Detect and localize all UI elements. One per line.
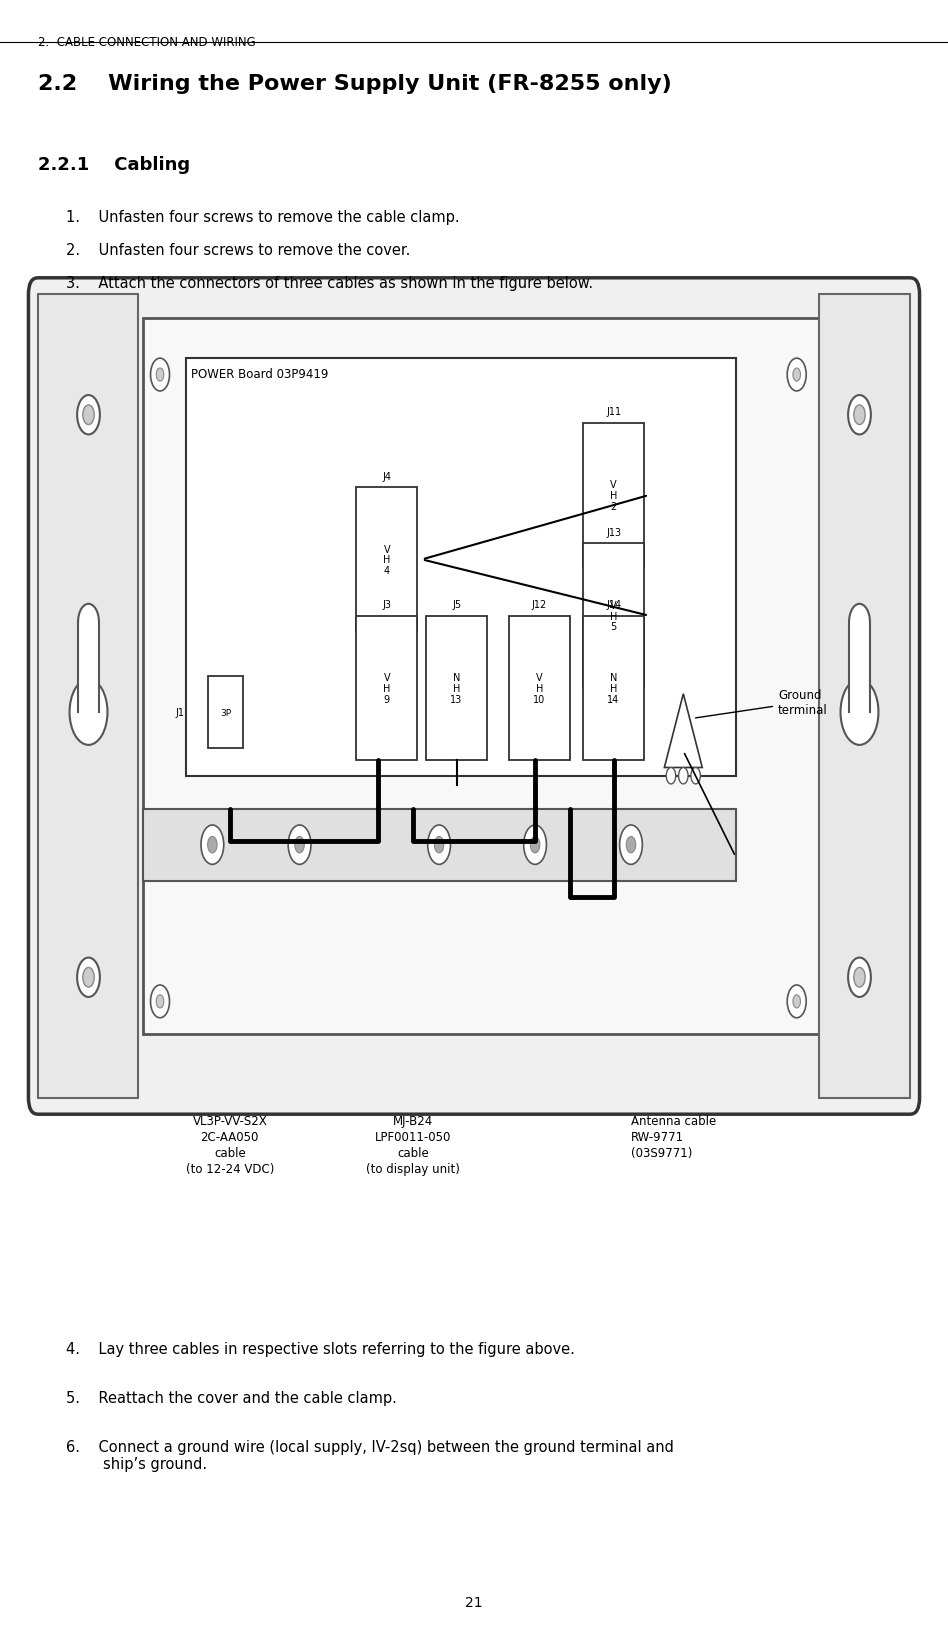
Text: 4.    Lay three cables in respective slots referring to the figure above.: 4. Lay three cables in respective slots …: [66, 1341, 575, 1355]
Circle shape: [156, 995, 164, 1008]
Bar: [583, 423, 644, 569]
Text: 2.    Unfasten four screws to remove the cover.: 2. Unfasten four screws to remove the co…: [66, 243, 410, 257]
Circle shape: [428, 826, 450, 865]
Circle shape: [78, 605, 99, 641]
Text: V
H
5: V H 5: [610, 600, 617, 633]
Text: J4: J4: [382, 472, 392, 482]
Circle shape: [787, 985, 806, 1018]
Circle shape: [854, 967, 866, 987]
Text: 3P: 3P: [220, 708, 231, 718]
Circle shape: [77, 395, 100, 436]
Text: N
H
13: N H 13: [450, 672, 463, 705]
Bar: [356, 488, 417, 633]
Bar: [583, 544, 644, 688]
Text: N
H
14: N H 14: [608, 672, 620, 705]
FancyBboxPatch shape: [28, 279, 920, 1115]
FancyBboxPatch shape: [38, 295, 138, 1098]
Circle shape: [666, 769, 676, 785]
Circle shape: [627, 838, 636, 854]
Circle shape: [691, 769, 701, 785]
Text: 6.    Connect a ground wire (local supply, IV-2sq) between the ground terminal a: 6. Connect a ground wire (local supply, …: [66, 1439, 674, 1472]
Text: V
H
9: V H 9: [383, 672, 391, 705]
Circle shape: [82, 967, 94, 987]
Circle shape: [793, 995, 800, 1008]
Text: J13: J13: [606, 528, 621, 538]
FancyBboxPatch shape: [142, 320, 823, 1034]
Circle shape: [151, 985, 170, 1018]
Bar: [356, 616, 417, 760]
Circle shape: [69, 680, 107, 746]
Circle shape: [77, 957, 100, 997]
Text: 5.    Reattach the cover and the cable clamp.: 5. Reattach the cover and the cable clam…: [66, 1390, 397, 1405]
Circle shape: [295, 838, 304, 854]
Bar: [208, 677, 243, 749]
Circle shape: [854, 406, 866, 425]
Text: V
H
2: V H 2: [610, 480, 617, 511]
Bar: [142, 810, 736, 882]
Bar: [78, 623, 99, 713]
FancyBboxPatch shape: [818, 295, 910, 1098]
Circle shape: [530, 838, 539, 854]
Text: J3: J3: [382, 600, 392, 610]
Circle shape: [201, 826, 224, 865]
Text: J12: J12: [532, 600, 547, 610]
Circle shape: [208, 838, 217, 854]
Bar: [426, 616, 487, 760]
Text: Ground
terminal: Ground terminal: [696, 688, 828, 718]
Circle shape: [679, 769, 688, 785]
Text: V
H
4: V H 4: [383, 544, 391, 575]
Text: Antenna cable
RW-9771
(03S9771): Antenna cable RW-9771 (03S9771): [631, 1115, 717, 1159]
Circle shape: [523, 826, 546, 865]
Text: 2.2    Wiring the Power Supply Unit (FR-8255 only): 2.2 Wiring the Power Supply Unit (FR-825…: [38, 74, 672, 93]
Circle shape: [82, 406, 94, 425]
Text: 3.    Attach the connectors of three cables as shown in the figure below.: 3. Attach the connectors of three cables…: [66, 275, 593, 290]
Polygon shape: [665, 695, 702, 769]
Text: 1.    Unfasten four screws to remove the cable clamp.: 1. Unfasten four screws to remove the ca…: [66, 210, 460, 225]
Circle shape: [841, 680, 879, 746]
Circle shape: [848, 395, 871, 436]
Bar: [849, 623, 870, 713]
Circle shape: [434, 838, 444, 854]
Circle shape: [151, 359, 170, 392]
Circle shape: [620, 826, 643, 865]
Text: V
H
10: V H 10: [534, 672, 545, 705]
Bar: [509, 616, 570, 760]
Circle shape: [848, 957, 871, 997]
Bar: [583, 616, 644, 760]
Text: J1: J1: [175, 708, 185, 718]
Circle shape: [288, 826, 311, 865]
Text: J11: J11: [606, 406, 621, 416]
Circle shape: [156, 369, 164, 382]
Circle shape: [787, 359, 806, 392]
Text: J14: J14: [606, 600, 621, 610]
Text: VL3P-VV-S2X
2C-AA050
cable
(to 12-24 VDC): VL3P-VV-S2X 2C-AA050 cable (to 12-24 VDC…: [186, 1115, 274, 1175]
Text: MJ-B24
LPF0011-050
cable
(to display unit): MJ-B24 LPF0011-050 cable (to display uni…: [366, 1115, 460, 1175]
Bar: [186, 359, 736, 777]
Text: 2.  CABLE CONNECTION AND WIRING: 2. CABLE CONNECTION AND WIRING: [38, 36, 256, 49]
Text: POWER Board 03P9419: POWER Board 03P9419: [191, 367, 328, 380]
Circle shape: [849, 605, 870, 641]
Circle shape: [793, 369, 800, 382]
Text: 21: 21: [465, 1595, 483, 1609]
Text: 2.2.1    Cabling: 2.2.1 Cabling: [38, 156, 190, 174]
Text: J5: J5: [452, 600, 461, 610]
